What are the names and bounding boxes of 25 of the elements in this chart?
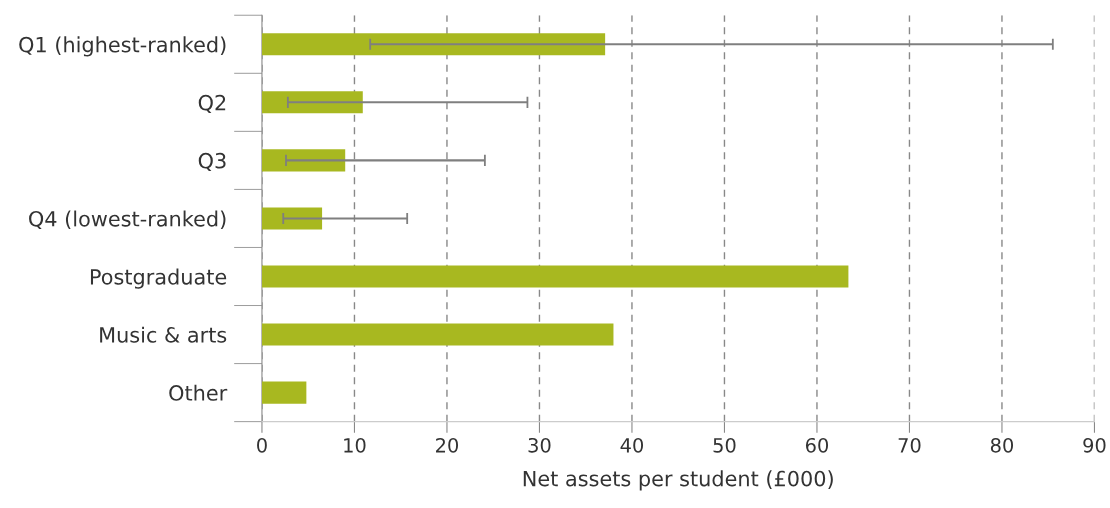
x-tick-label: 10 xyxy=(344,437,366,453)
y-tick-label: Q1 (highest-ranked) xyxy=(19,36,226,57)
bar xyxy=(261,149,346,172)
bar xyxy=(261,265,849,288)
y-tick-label: Q4 (lowest-ranked) xyxy=(29,210,226,230)
x-tick-label: 80 xyxy=(990,437,1014,453)
bar xyxy=(261,207,323,230)
x-tick-label: 50 xyxy=(713,437,736,453)
x-axis-title: Net assets per student (£000) xyxy=(523,470,833,491)
x-tick-label: 0 xyxy=(257,437,267,453)
y-tick-label: Other xyxy=(169,384,228,401)
y-tick-label: Postgraduate xyxy=(90,268,227,289)
y-tick-label: Q3 xyxy=(198,152,226,171)
bar xyxy=(261,91,363,114)
x-tick-label: 20 xyxy=(436,437,459,453)
x-tick-label: 60 xyxy=(805,437,829,453)
bar xyxy=(261,33,606,56)
bar xyxy=(261,381,307,404)
x-tick-label: 90 xyxy=(1083,437,1106,453)
x-tick-label: 40 xyxy=(620,437,644,453)
x-tick-label: 70 xyxy=(898,437,921,453)
y-tick-label: Q2 xyxy=(198,94,226,113)
bar xyxy=(261,323,614,346)
x-tick-label: 30 xyxy=(528,437,551,453)
y-tick-label: Music & arts xyxy=(100,326,227,343)
